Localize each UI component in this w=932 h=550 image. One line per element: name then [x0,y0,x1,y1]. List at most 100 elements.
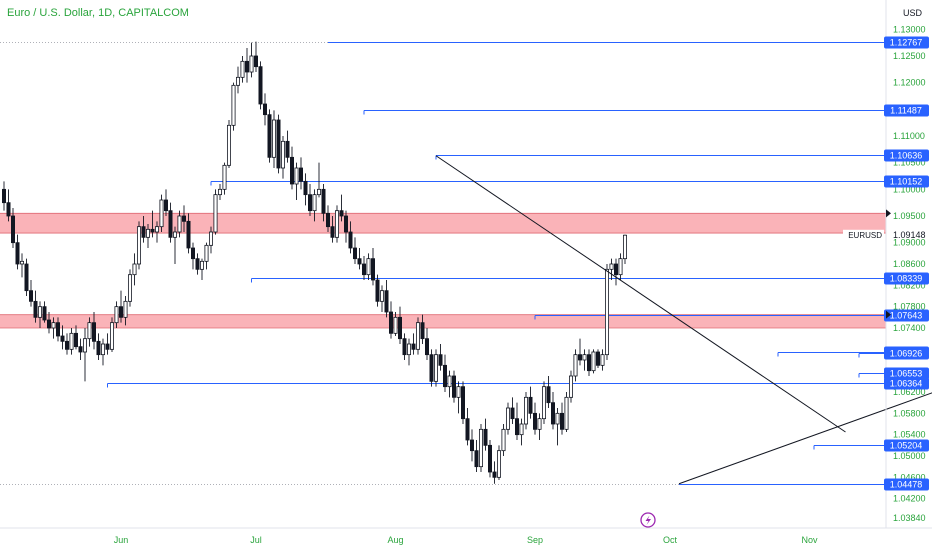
candle-body-12 [56,322,61,337]
last-price-label: EURUSD 1.09148 [843,209,926,319]
candle-body-121 [546,386,551,404]
candle-body-80 [361,263,366,276]
symbol-label-bg [843,229,884,241]
candle-body-82 [370,258,375,281]
candle-body-89 [402,338,407,356]
candle-body-129 [582,354,587,361]
candle-body-78 [352,247,357,260]
y-tick-12: 1.07400 [893,323,926,333]
level-label-bg-9 [884,377,929,390]
candle-body-74 [334,210,339,238]
candle-body-39 [177,215,182,233]
candle-body-106 [478,428,483,468]
level-label-bg-5 [884,309,929,322]
candle-body-7 [33,300,38,318]
candle-body-86 [388,311,393,334]
y-tick-8: 1.09000 [893,238,926,248]
candle-body-29 [132,263,137,276]
candle-body-119 [537,418,542,430]
candle-body-17 [78,346,83,353]
candle-body-44 [199,260,204,270]
currency-label[interactable]: USD [903,8,923,18]
candle-body-93 [420,322,425,340]
candle-body-111 [501,428,506,452]
level-label-bg-10 [884,439,929,452]
candle-body-3 [15,242,20,265]
candle-body-108 [487,444,492,473]
supply-demand-zones [0,212,886,329]
candle-body-79 [357,258,362,265]
candle-body-38 [172,231,177,238]
candle-body-67 [303,180,308,196]
candle-body-134 [605,268,610,356]
candle-body-13 [60,335,65,342]
candle-body-6 [28,290,33,302]
candle-body-95 [429,354,434,382]
candle-body-46 [208,231,213,246]
level-label-bg-3 [884,175,929,188]
candle-body-115 [519,423,524,436]
level-label-9: 1.06364 [890,379,923,389]
candle-body-8 [38,306,43,318]
candle-body-48 [217,188,222,196]
y-tick-19: 1.03840 [893,513,926,523]
candle-body-65 [294,167,299,185]
zone-top-marker-1 [886,310,891,319]
candle-body-18 [83,338,88,353]
candle-body-33 [150,228,155,233]
candle-body-84 [379,290,384,302]
candle-body-24 [110,322,115,350]
level-label-0: 1.12767 [890,38,923,48]
candle-body-128 [578,354,583,361]
candle-body-123 [555,412,560,425]
level-label-bg-7 [884,347,929,360]
candle-body-55 [249,55,254,73]
candle-body-62 [280,140,285,169]
symbol-label: EURUSD [848,231,882,240]
candle-body-22 [101,343,106,356]
candle-body-104 [469,439,474,452]
candle-body-28 [127,274,132,302]
candle-body-50 [226,124,231,166]
candle-body-47 [213,194,218,233]
candle-body-126 [569,375,574,398]
trendline-0 [435,155,846,433]
level-price-labels: 1.12767 1.11487 1.10636 1.10152 1.08339 1.076… [884,36,929,491]
y-tick-14: 1.05800 [893,408,926,418]
candle-body-72 [325,212,330,228]
last-price-value: 1.09148 [893,230,926,240]
candle-body-26 [119,306,124,318]
zone-0 [0,213,886,234]
price-axis[interactable]: 1.130001.125001.120001.115001.110001.105… [893,24,926,523]
candle-body-49 [222,164,227,190]
horizontal-levels [0,42,886,485]
time-axis[interactable]: JunJulAugSepOctNovDec2024 [114,535,932,545]
candle-body-64 [289,156,294,185]
candle-body-96 [433,354,438,382]
candle-body-132 [596,351,601,366]
candle-body-91 [411,343,416,350]
candle-body-138 [623,234,628,260]
candle-body-127 [573,354,578,377]
y-tick-4: 1.11000 [893,131,925,141]
flash-icon[interactable] [640,512,656,528]
candle-body-57 [258,66,263,105]
x-tick-1: Jul [250,535,262,545]
y-tick-15: 1.05400 [893,430,926,440]
x-tick-3: Sep [527,535,543,545]
candle-body-113 [510,407,515,420]
level-label-bg-2 [884,149,929,162]
trendline-1 [678,392,932,485]
candle-body-100 [451,375,456,398]
candle-body-35 [159,199,164,228]
level-label-4: 1.08339 [890,274,923,284]
y-tick-16: 1.05000 [893,451,926,461]
candle-body-76 [343,215,348,233]
zone-1 [0,314,886,328]
candle-body-117 [528,396,533,414]
x-tick-4: Oct [663,535,678,545]
y-tick-5: 1.10500 [893,158,926,168]
candle-body-20 [92,322,97,342]
